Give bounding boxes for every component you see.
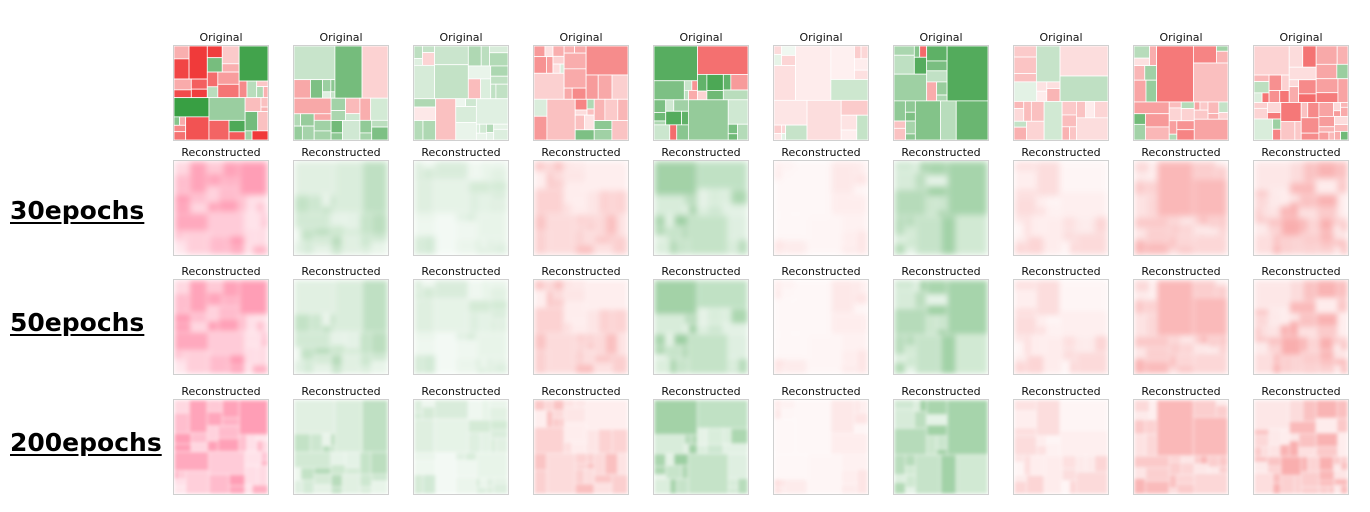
reconstructed-title: Reconstructed	[1141, 146, 1221, 159]
recon-30-image-9	[1133, 160, 1229, 256]
recon-50-image-6	[773, 279, 869, 375]
reconstructed-title: Reconstructed	[901, 385, 981, 398]
reconstructed-title: Reconstructed	[1021, 265, 1101, 278]
recon-30-image-4	[533, 160, 629, 256]
reconstructed-title: Reconstructed	[421, 265, 501, 278]
original-image-10	[1253, 45, 1349, 141]
recon-50-image-10	[1253, 279, 1349, 375]
row-label-30epochs: 30epochs	[10, 196, 145, 225]
original-title: Original	[1279, 31, 1323, 44]
recon-200-image-9	[1133, 399, 1229, 495]
recon-50-image-9	[1133, 279, 1229, 375]
recon-200-image-8	[1013, 399, 1109, 495]
recon-30-image-6	[773, 160, 869, 256]
reconstructed-title: Reconstructed	[1021, 146, 1101, 159]
original-image-7	[893, 45, 989, 141]
recon-200-image-5	[653, 399, 749, 495]
recon-200-image-7	[893, 399, 989, 495]
recon-30-image-10	[1253, 160, 1349, 256]
reconstructed-title: Reconstructed	[1261, 265, 1341, 278]
reconstructed-title: Reconstructed	[781, 265, 861, 278]
reconstructed-title: Reconstructed	[1141, 385, 1221, 398]
recon-30-image-5	[653, 160, 749, 256]
reconstructed-title: Reconstructed	[301, 385, 381, 398]
recon-200-image-6	[773, 399, 869, 495]
recon-200-image-2	[293, 399, 389, 495]
original-image-8	[1013, 45, 1109, 141]
reconstructed-title: Reconstructed	[1021, 385, 1101, 398]
reconstructed-title: Reconstructed	[421, 385, 501, 398]
original-title: Original	[1039, 31, 1083, 44]
original-image-4	[533, 45, 629, 141]
reconstructed-title: Reconstructed	[661, 385, 741, 398]
original-title: Original	[1159, 31, 1203, 44]
recon-50-image-7	[893, 279, 989, 375]
recon-50-image-1	[173, 279, 269, 375]
reconstructed-title: Reconstructed	[1261, 385, 1341, 398]
original-image-3	[413, 45, 509, 141]
reconstructed-title: Reconstructed	[781, 385, 861, 398]
recon-50-image-5	[653, 279, 749, 375]
row-label-50epochs: 50epochs	[10, 308, 145, 337]
original-image-9	[1133, 45, 1229, 141]
reconstructed-title: Reconstructed	[1261, 146, 1341, 159]
recon-30-image-3	[413, 160, 509, 256]
reconstructed-title: Reconstructed	[541, 146, 621, 159]
original-image-2	[293, 45, 389, 141]
recon-50-image-3	[413, 279, 509, 375]
row-label-200epochs: 200epochs	[10, 428, 162, 457]
reconstructed-title: Reconstructed	[301, 265, 381, 278]
recon-200-image-1	[173, 399, 269, 495]
reconstructed-title: Reconstructed	[541, 265, 621, 278]
reconstructed-title: Reconstructed	[661, 265, 741, 278]
recon-30-image-2	[293, 160, 389, 256]
reconstructed-title: Reconstructed	[781, 146, 861, 159]
original-image-1	[173, 45, 269, 141]
recon-50-image-2	[293, 279, 389, 375]
recon-200-image-3	[413, 399, 509, 495]
reconstructed-title: Reconstructed	[181, 265, 261, 278]
recon-30-image-1	[173, 160, 269, 256]
reconstructed-title: Reconstructed	[661, 146, 741, 159]
reconstructed-title: Reconstructed	[421, 146, 501, 159]
original-image-5	[653, 45, 749, 141]
recon-200-image-4	[533, 399, 629, 495]
recon-30-image-8	[1013, 160, 1109, 256]
reconstructed-title: Reconstructed	[901, 146, 981, 159]
reconstructed-title: Reconstructed	[1141, 265, 1221, 278]
recon-50-image-4	[533, 279, 629, 375]
reconstructed-title: Reconstructed	[181, 385, 261, 398]
recon-30-image-7	[893, 160, 989, 256]
reconstructed-title: Reconstructed	[541, 385, 621, 398]
reconstructed-title: Reconstructed	[301, 146, 381, 159]
original-title: Original	[679, 31, 723, 44]
original-title: Original	[559, 31, 603, 44]
reconstructed-title: Reconstructed	[901, 265, 981, 278]
original-title: Original	[439, 31, 483, 44]
original-title: Original	[319, 31, 363, 44]
original-title: Original	[799, 31, 843, 44]
recon-50-image-8	[1013, 279, 1109, 375]
original-title: Original	[199, 31, 243, 44]
recon-200-image-10	[1253, 399, 1349, 495]
original-image-6	[773, 45, 869, 141]
original-title: Original	[919, 31, 963, 44]
reconstructed-title: Reconstructed	[181, 146, 261, 159]
